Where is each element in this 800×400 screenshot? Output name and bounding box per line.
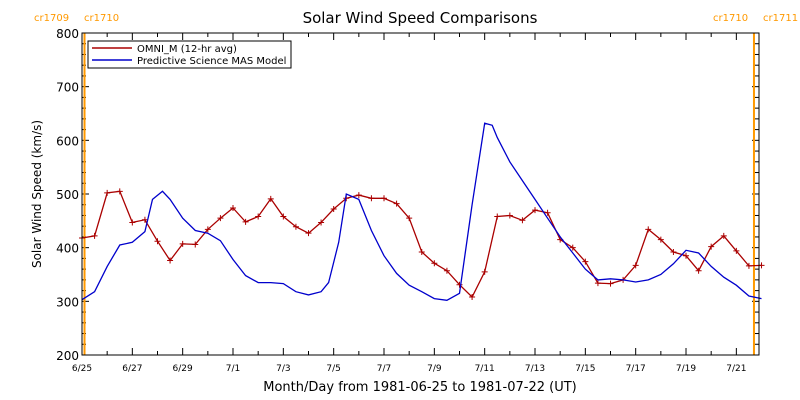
omni-data-point	[456, 281, 463, 288]
omni-data-point	[670, 248, 677, 255]
y-tick-label: 700	[56, 81, 79, 95]
omni-data-point	[431, 260, 438, 267]
x-tick-label: 7/13	[525, 364, 545, 374]
y-tick-label: 500	[56, 188, 79, 202]
omni-data-point	[708, 243, 715, 250]
omni-data-point	[179, 240, 186, 247]
omni-data-point	[192, 241, 199, 248]
x-tick-label: 6/27	[122, 364, 142, 374]
omni-data-point	[745, 262, 752, 269]
omni-data-point	[393, 200, 400, 207]
omni-data-point	[242, 218, 249, 225]
omni-data-point	[230, 204, 237, 211]
omni-data-point	[217, 215, 224, 222]
omni-data-point	[683, 252, 690, 259]
omni-data-point	[141, 216, 148, 223]
omni-data-point	[280, 213, 287, 220]
y-tick-label: 400	[56, 242, 79, 256]
omni-data-point	[733, 247, 740, 254]
legend-label-mas: Predictive Science MAS Model	[137, 56, 286, 67]
omni-data-point	[544, 209, 551, 216]
chart-title: Solar Wind Speed Comparisons	[303, 9, 538, 27]
omni-data-point	[104, 189, 111, 196]
rotation-label-right: cr1710	[84, 13, 119, 24]
rotation-label-left: cr1710	[713, 13, 748, 24]
x-tick-label: 7/3	[276, 364, 290, 374]
omni-data-point	[330, 206, 337, 213]
omni-data-point	[607, 280, 614, 287]
omni-data-point	[305, 230, 312, 237]
rotation-marker-layer: cr1709 cr1710 cr1710 cr1711	[34, 13, 798, 355]
legend: OMNI_M (12-hr avg) Predictive Science MA…	[87, 40, 292, 69]
rotation-label-right: cr1711	[763, 13, 798, 24]
legend-box	[87, 40, 292, 69]
x-tick-label: 7/19	[676, 364, 696, 374]
omni-data-point	[167, 257, 174, 264]
x-tick-label: 7/9	[427, 364, 442, 374]
x-axis-label: Month/Day from 1981-06-25 to 1981-07-22 …	[263, 380, 576, 395]
omni-data-point	[116, 188, 123, 195]
omni-data-point	[720, 232, 727, 239]
omni-data-point	[519, 217, 526, 224]
x-tick-label: 7/21	[726, 364, 746, 374]
y-tick-label: 300	[56, 295, 79, 309]
omni-data-point	[355, 192, 362, 199]
x-tick-label: 6/25	[72, 364, 92, 374]
omni-data-point	[292, 223, 299, 230]
omni-data-point	[418, 248, 425, 255]
legend-label-omni: OMNI_M (12-hr avg)	[137, 44, 237, 55]
omni-data-point	[645, 226, 652, 233]
omni-data-point	[406, 215, 413, 222]
x-tick-label: 7/7	[377, 364, 391, 374]
omni-data-point	[582, 258, 589, 265]
omni-data-point	[381, 195, 388, 202]
omni-data-point	[129, 219, 136, 226]
omni-data-point	[267, 195, 274, 202]
omni-data-point	[494, 213, 501, 220]
rotation-label-left: cr1709	[34, 13, 69, 24]
x-tick-label: 6/29	[173, 364, 193, 374]
omni-data-point	[154, 238, 161, 245]
omni-data-point	[91, 232, 98, 239]
omni-data-point	[481, 268, 488, 275]
omni-data-point	[594, 280, 601, 287]
omni-data-point	[758, 262, 765, 269]
y-tick-label: 600	[56, 134, 79, 148]
x-tick-label: 7/5	[326, 364, 340, 374]
omni-data-point	[657, 236, 664, 243]
x-tick-label: 7/15	[575, 364, 595, 374]
series-layer	[79, 122, 765, 301]
omni-data-point	[569, 244, 576, 251]
omni-data-point	[632, 262, 639, 269]
x-tick-label: 7/11	[475, 364, 495, 374]
x-tick-label: 7/1	[226, 364, 240, 374]
omni-data-point	[318, 219, 325, 226]
y-tick-label: 200	[56, 349, 79, 363]
omni-data-point	[443, 267, 450, 274]
plot-frame	[81, 32, 760, 356]
omni-data-point	[204, 226, 211, 233]
y-axis-label: Solar Wind Speed (km/s)	[30, 120, 44, 268]
omni-data-point	[506, 212, 513, 219]
x-tick-label: 7/17	[626, 364, 646, 374]
omni-data-point	[532, 207, 539, 214]
omni-data-point	[469, 294, 476, 301]
omni-data-point	[368, 195, 375, 202]
omni-data-point	[695, 267, 702, 274]
y-tick-label: 800	[56, 27, 79, 41]
omni-data-point	[255, 213, 262, 220]
mas-model-series-line	[81, 122, 762, 301]
